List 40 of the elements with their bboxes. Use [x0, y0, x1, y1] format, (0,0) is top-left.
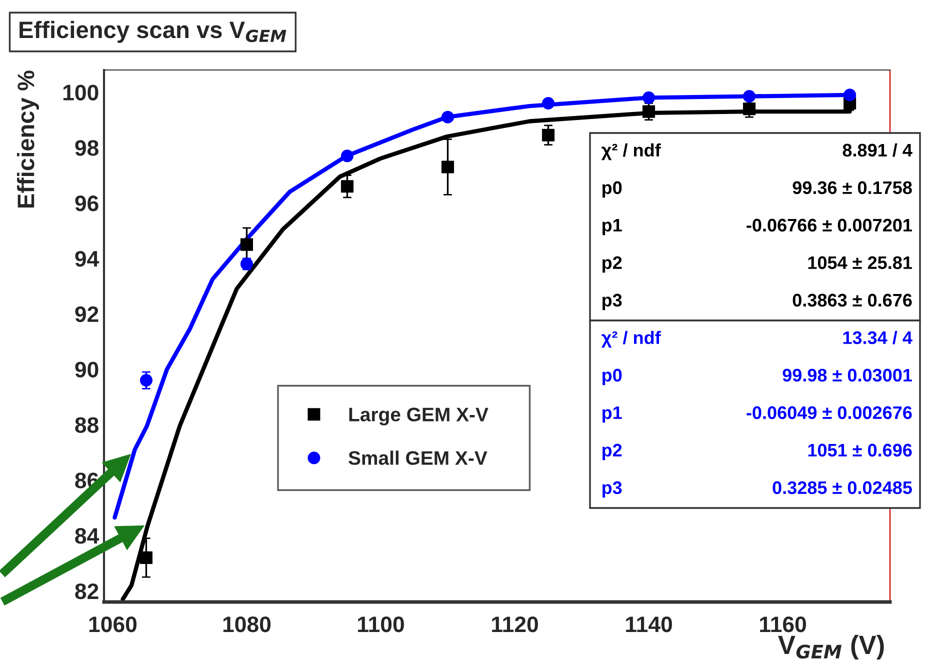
annotation: p1	[602, 406, 622, 423]
x-tick-label: 1120	[492, 616, 538, 632]
annotation: p2	[602, 256, 622, 273]
annotation: -0.06766 ± 0.007201	[746, 218, 912, 232]
annotation: -0.06049 ± 0.002676	[746, 406, 912, 420]
y-tick-label: 96	[75, 196, 98, 212]
y-tick-label: 98	[75, 140, 98, 156]
x-tick-label: 1060	[89, 616, 137, 632]
annotation: p0	[602, 181, 622, 198]
legend-label: Large GEM X-V	[349, 408, 488, 426]
x-tick-label: 1100	[358, 616, 404, 632]
y-tick-label: 94	[75, 250, 100, 267]
annotation: χ² / ndf	[601, 143, 661, 160]
y-tick-label: 92	[75, 306, 98, 322]
annotation: 99.98 ± 0.03001	[782, 368, 912, 382]
annotation: 13.34 / 4	[843, 330, 912, 344]
y-tick-label: 100	[63, 84, 98, 100]
x-axis-title: V$_{GEM}$ (V)	[778, 634, 884, 660]
y-tick-label: 82	[75, 583, 98, 600]
annotation: p3	[602, 481, 622, 498]
annotation: 1051 ± 0.696	[808, 444, 912, 457]
annotation: 0.3285 ± 0.02485	[772, 481, 912, 494]
chart-title: Efficiency scan vs V$_{GEM}$	[20, 20, 286, 43]
y-tick-label: 90	[75, 362, 98, 378]
annotation: p2	[602, 444, 622, 460]
x-tick-label: 1080	[223, 616, 271, 632]
y-tick-label: 88	[75, 417, 98, 433]
x-tick-label: 1160	[760, 616, 806, 632]
legend-label: Small GEM X-V	[348, 450, 488, 465]
y-tick-label: 84	[75, 528, 100, 544]
annotation: 99.36 ± 0.1758	[792, 181, 912, 194]
annotation: χ² / ndf	[601, 330, 661, 348]
x-tick-label: 1140	[626, 616, 672, 632]
annotation: 1054 ± 25.81	[808, 256, 912, 270]
annotation: p1	[602, 218, 622, 236]
annotation: p3	[602, 294, 622, 310]
annotation: 0.3863 ± 0.676	[792, 294, 912, 307]
y-axis-title: Efficiency %	[16, 70, 39, 208]
annotation: p0	[602, 368, 622, 386]
annotation: 8.891 / 4	[842, 143, 912, 157]
